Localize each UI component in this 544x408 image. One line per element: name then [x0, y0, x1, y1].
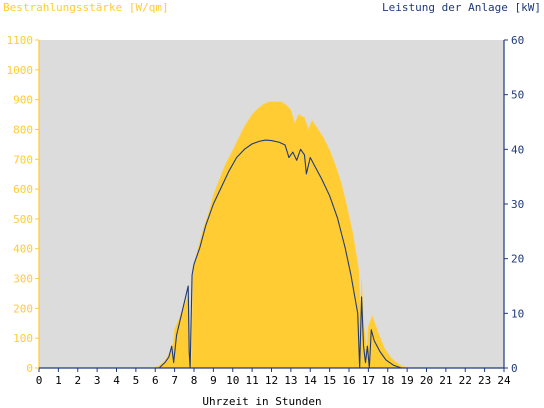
tick-labels-layer: 0 1 2 3 4 5 6 7 8 9 10 11 12 13 14 15 16 17 18 19 20 21 22 23 24…: [7, 34, 525, 387]
power-line-layer: [39, 139, 504, 369]
power-line: [39, 139, 504, 369]
x-tick-label: 6: [152, 374, 159, 387]
x-tick-label: 20: [420, 374, 433, 387]
x-tick-label: 10: [226, 374, 239, 387]
x-axis-title: Uhrzeit in Stunden: [202, 395, 321, 408]
x-tick-label: 8: [191, 374, 198, 387]
right-y-tick-label: 10: [511, 307, 524, 320]
left-y-tick-label: 0: [26, 362, 33, 375]
x-tick-label: 17: [362, 374, 375, 387]
left-axis-title: Bestrahlungsstärke [W/qm]: [3, 1, 169, 14]
x-tick-label: 19: [401, 374, 414, 387]
left-y-tick-label: 600: [13, 183, 33, 196]
left-y-tick-label: 400: [13, 243, 33, 256]
x-tick-label: 14: [304, 374, 318, 387]
right-y-tick-label: 0: [511, 362, 518, 375]
right-y-tick-label: 60: [511, 34, 524, 47]
right-axis-title: Leistung der Anlage [kW]: [382, 1, 541, 14]
left-y-tick-label: 200: [13, 302, 33, 315]
x-tick-label: 16: [342, 374, 355, 387]
x-tick-label: 4: [113, 374, 120, 387]
x-tick-label: 5: [133, 374, 140, 387]
x-tick-label: 11: [246, 374, 259, 387]
x-tick-label: 1: [55, 374, 62, 387]
left-y-tick-label: 700: [13, 153, 33, 166]
x-tick-label: 13: [284, 374, 297, 387]
right-y-tick-label: 40: [511, 143, 524, 156]
left-y-tick-label: 1100: [7, 34, 34, 47]
x-tick-label: 3: [94, 374, 101, 387]
x-tick-label: 9: [210, 374, 217, 387]
left-y-tick-label: 300: [13, 273, 33, 286]
left-y-tick-label: 800: [13, 123, 33, 136]
left-y-tick-label: 900: [13, 94, 33, 107]
x-tick-label: 15: [323, 374, 336, 387]
x-tick-label: 18: [381, 374, 394, 387]
x-tick-label: 23: [478, 374, 491, 387]
x-tick-label: 7: [171, 374, 178, 387]
left-y-tick-label: 500: [13, 213, 33, 226]
x-tick-label: 12: [265, 374, 278, 387]
irradiance-area-layer: [39, 101, 504, 369]
x-tick-label: 24: [497, 374, 511, 387]
right-y-tick-label: 30: [511, 198, 524, 211]
left-y-tick-label: 100: [13, 332, 33, 345]
left-y-tick-label: 1000: [7, 64, 34, 77]
x-tick-label: 0: [36, 374, 43, 387]
x-tick-label: 2: [74, 374, 81, 387]
right-y-tick-label: 50: [511, 89, 524, 102]
x-tick-label: 22: [459, 374, 472, 387]
right-y-tick-label: 20: [511, 253, 524, 266]
x-tick-label: 21: [439, 374, 452, 387]
irradiance-area: [39, 101, 504, 369]
